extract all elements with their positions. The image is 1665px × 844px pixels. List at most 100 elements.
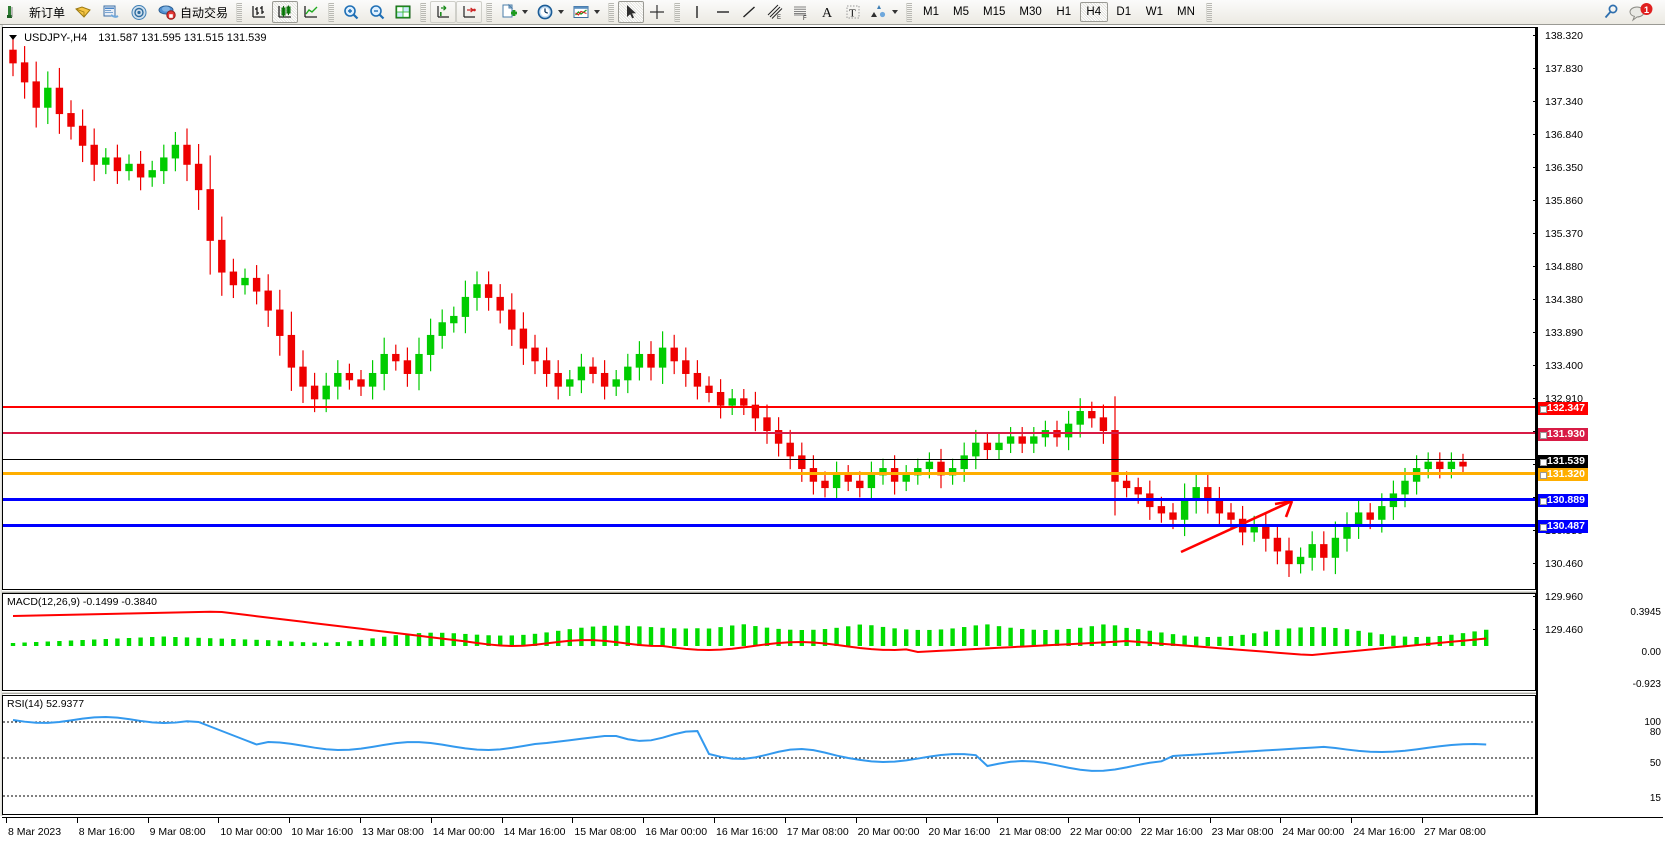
chevron-down-icon[interactable] <box>594 10 601 14</box>
candlestick-chart-button[interactable] <box>272 1 299 23</box>
price-tag-support-2[interactable]: 130.487 <box>1538 520 1588 533</box>
text-button[interactable]: A <box>814 1 840 23</box>
left-scroll-edge <box>0 25 3 816</box>
auto-trading-button[interactable]: 自动交易 <box>153 1 232 23</box>
timeframe-h1[interactable]: H1 <box>1056 6 1072 18</box>
panel-splitter-rsi[interactable] <box>2 691 1536 694</box>
horizontal-line-button[interactable] <box>710 1 736 23</box>
period-clock-button[interactable] <box>532 1 568 23</box>
price-tag-pivot[interactable]: 131.320 <box>1538 468 1588 481</box>
auto-scroll-button[interactable] <box>456 1 483 23</box>
price-axis[interactable]: 138.320 137.830 137.340 136.840 136.350 135.8… <box>1533 27 1663 815</box>
time-tick-label: 14 Mar 16:00 <box>503 826 566 838</box>
level-line-resistance-1[interactable] <box>3 432 1535 434</box>
level-line-pivot[interactable] <box>3 472 1535 475</box>
time-tick <box>1138 818 1140 823</box>
shift-end-icon <box>434 3 452 21</box>
up-trend-arrow-icon[interactable] <box>3 28 1535 589</box>
price-tag-current-price[interactable]: 131.539 <box>1538 455 1588 468</box>
crosshair-button[interactable] <box>644 1 670 23</box>
panel-splitter-macd[interactable] <box>2 590 1536 593</box>
toolbar-separator <box>608 2 615 22</box>
rsi-series <box>3 716 1535 797</box>
search-button[interactable] <box>1598 1 1624 23</box>
time-tick-label: 13 Mar 08:00 <box>362 826 424 838</box>
time-tick <box>1068 818 1069 823</box>
timeframe-m15[interactable]: M15 <box>983 6 1006 18</box>
time-axis[interactable]: 8 Mar 2023 8 Mar 16:00 9 Mar 08:00 10 Mar 0… <box>2 817 1663 843</box>
macd-panel[interactable]: MACD(12,26,9) -0.1499 -0.3840 <box>2 593 1536 691</box>
macd-label: MACD(12,26,9) -0.1499 -0.3840 <box>7 596 157 608</box>
time-tick-label: 9 Mar 08:00 <box>149 826 206 838</box>
chart-area[interactable]: USDJPY-,H4 131.587 131.595 131.515 131.5… <box>0 25 1665 844</box>
new-order-button[interactable]: 新订单 <box>2 1 69 23</box>
trendline-icon <box>740 3 758 21</box>
price-tick: 138.320 <box>1533 31 1583 41</box>
price-tag-resistance-2[interactable]: 132.347 <box>1538 402 1588 415</box>
rsi-tick-50: 50 <box>1649 758 1661 769</box>
toolbar-separator <box>1205 2 1212 22</box>
rsi-panel[interactable]: RSI(14) 52.9377 <box>2 695 1536 815</box>
chevron-down-icon[interactable] <box>558 10 565 14</box>
chevron-down-icon[interactable] <box>892 10 899 14</box>
time-tick-label: 22 Mar 00:00 <box>1070 826 1132 838</box>
price-tag-support-1[interactable]: 130.889 <box>1538 494 1588 507</box>
timeframe-h4[interactable]: H4 <box>1079 2 1108 22</box>
level-line-support-2[interactable] <box>3 524 1535 527</box>
line-chart-button[interactable] <box>298 1 324 23</box>
chevron-down-icon[interactable] <box>9 35 17 40</box>
time-tick-label: 14 Mar 00:00 <box>432 826 495 838</box>
folder-button[interactable] <box>69 1 97 23</box>
search-icon <box>1602 3 1620 21</box>
shift-end-button[interactable] <box>430 1 457 23</box>
auto-scroll-icon <box>460 3 478 21</box>
macd-series <box>10 610 1489 657</box>
macd-tick-top: 0.3945 <box>1630 607 1661 618</box>
timeframe-w1[interactable]: W1 <box>1145 6 1164 18</box>
terminal-icon <box>101 3 121 22</box>
new-template-button[interactable] <box>496 1 532 23</box>
terminal-button[interactable] <box>97 1 125 23</box>
equidistant-channel-button[interactable]: E <box>762 1 788 23</box>
zoom-out-button[interactable] <box>364 1 390 23</box>
time-tick <box>643 818 645 823</box>
chevron-down-icon[interactable] <box>522 10 529 14</box>
timeframe-group: M1 M5 M15 M30 H1 H4 D1 W1 MN <box>916 2 1202 22</box>
time-tick <box>289 818 291 823</box>
trendline-button[interactable] <box>736 1 762 23</box>
zoom-in-button[interactable] <box>338 1 364 23</box>
cursor-button[interactable] <box>618 1 645 23</box>
bar-chart-button[interactable] <box>246 1 272 23</box>
notification-icon: 1 <box>1628 2 1654 22</box>
time-tick <box>147 818 149 823</box>
vertical-line-button[interactable] <box>684 1 710 23</box>
timeframe-d1[interactable]: D1 <box>1116 6 1132 18</box>
time-tick-label: 20 Mar 16:00 <box>928 826 991 838</box>
level-line-resistance-2[interactable] <box>3 406 1535 408</box>
timeframe-m1[interactable]: M1 <box>923 6 940 18</box>
zoom-in-icon <box>342 3 360 21</box>
level-line-support-1[interactable] <box>3 498 1535 501</box>
time-tick <box>1422 818 1423 823</box>
timeframe-m30[interactable]: M30 <box>1019 6 1042 18</box>
text-label-button[interactable]: T <box>840 1 866 23</box>
time-tick-label: 27 Mar 08:00 <box>1424 826 1486 838</box>
price-tick: 132.910 <box>1533 394 1583 404</box>
time-tick-label: 8 Mar 2023 <box>8 826 62 838</box>
timeframe-mn[interactable]: MN <box>1177 6 1195 18</box>
toolbar-separator <box>328 2 335 22</box>
horizontal-line-icon <box>714 3 732 21</box>
price-panel[interactable]: USDJPY-,H4 131.587 131.595 131.515 131.5… <box>2 27 1536 590</box>
macd-tick-bottom: -0.923 <box>1632 679 1661 690</box>
fibonacci-button[interactable]: F <box>788 1 814 23</box>
price-tick: 137.830 <box>1533 64 1583 74</box>
notification-button[interactable]: 1 <box>1624 1 1663 23</box>
candlestick-chart-icon <box>276 3 294 21</box>
tile-windows-button[interactable] <box>390 1 416 23</box>
shapes-button[interactable] <box>866 1 902 23</box>
timeframe-m5[interactable]: M5 <box>953 6 970 18</box>
indicators-button[interactable] <box>568 1 604 23</box>
signals-button[interactable] <box>125 1 153 23</box>
price-tag-resistance-1[interactable]: 131.930 <box>1538 428 1588 441</box>
indicators-icon <box>572 3 590 21</box>
